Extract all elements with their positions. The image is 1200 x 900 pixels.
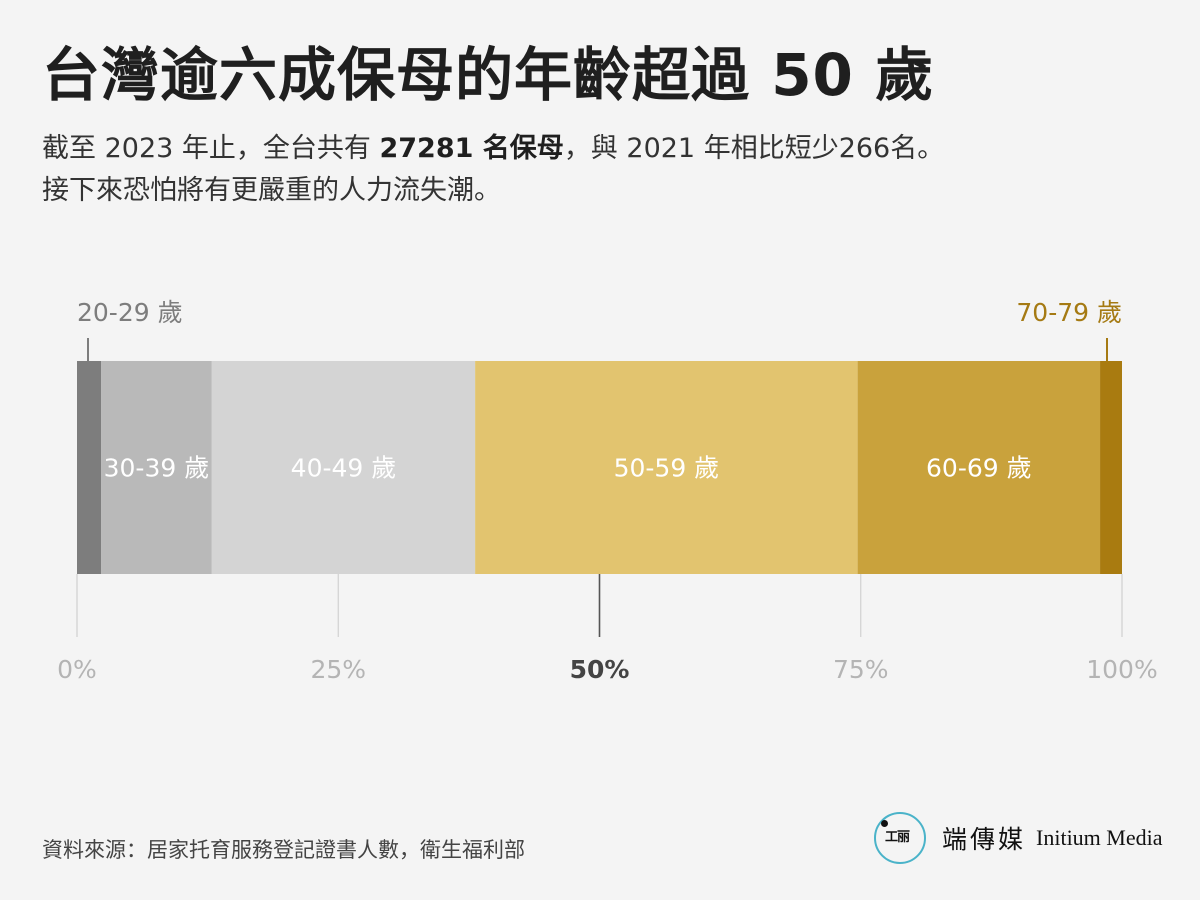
subtitle-line-2: 接下來恐怕將有更嚴重的人力流失潮。 [42,175,501,206]
segment-label: 30-39 歲 [104,454,210,483]
segment-label: 60-69 歲 [926,454,1032,483]
subtitle-text-b: ，與 2021 年相比短少266名。 [563,133,945,164]
chart-subtitle: 截至 2023 年止，全台共有 27281 名保母，與 2021 年相比短少26… [42,128,944,212]
x-tick-label: 0% [57,655,97,684]
segment-label: 50-59 歲 [614,454,720,483]
segment-label: 70-79 歲 [1016,298,1122,327]
bar-segment [1100,361,1122,574]
chart-title: 台灣逾六成保母的年齡超過 50 歲 [42,41,935,109]
source-note: 資料來源：居家托育服務登記證書人數，衛生福利部 [42,838,525,862]
initium-logo-icon: 工丽 [874,812,926,864]
x-tick-label: 75% [833,655,889,684]
x-tick-label: 25% [310,655,366,684]
subtitle-highlight: 27281 名保母 [379,133,564,164]
brand: 工丽 端傳媒 Initium Media [874,812,1163,864]
bar-segment [77,361,102,574]
x-tick-label: 100% [1086,655,1157,684]
bar-segment [857,361,1101,574]
bar-segment [101,361,212,574]
subtitle-line-1: 截至 2023 年止，全台共有 27281 名保母，與 2021 年相比短少26… [42,128,944,170]
bar-segment [211,361,476,574]
subtitle-text-a: 截至 2023 年止，全台共有 [42,133,380,164]
logo-dot [881,820,888,827]
bar-segment [475,361,858,574]
brand-name-en: Initium Media [1036,825,1163,850]
brand-name-zh: 端傳媒 [942,825,1027,854]
x-tick-label: 50% [570,655,630,684]
logo-mark: 工丽 [885,830,910,845]
segment-label: 40-49 歲 [291,454,397,483]
segment-label: 20-29 歲 [77,298,183,327]
